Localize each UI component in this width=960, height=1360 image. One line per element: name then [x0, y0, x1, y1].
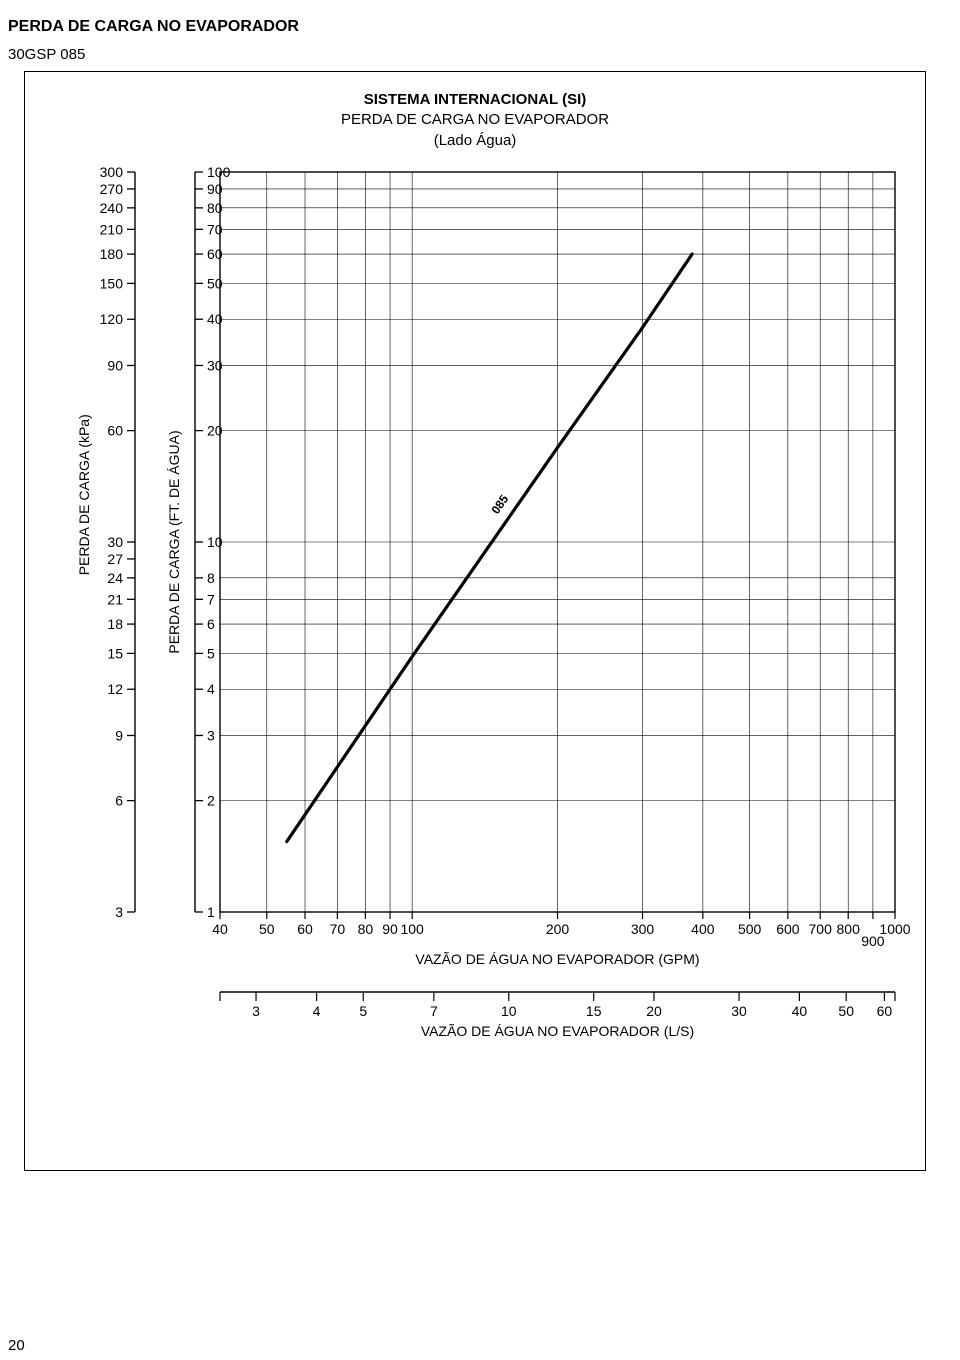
svg-text:12: 12	[107, 681, 123, 697]
svg-text:VAZÃO DE ÁGUA NO EVAPORADOR (L: VAZÃO DE ÁGUA NO EVAPORADOR (L/S)	[421, 1023, 694, 1039]
svg-text:4: 4	[207, 681, 215, 697]
chart-title-line2: PERDA DE CARGA NO EVAPORADOR	[341, 111, 609, 128]
svg-text:30: 30	[107, 534, 123, 550]
chart-title-line1: SISTEMA INTERNACIONAL (SI)	[364, 91, 587, 108]
page-number: 20	[8, 1337, 25, 1354]
svg-text:40: 40	[207, 311, 223, 327]
svg-text:4: 4	[313, 1003, 321, 1019]
svg-text:300: 300	[100, 164, 124, 180]
svg-text:270: 270	[100, 181, 124, 197]
svg-text:3: 3	[252, 1003, 260, 1019]
svg-text:90: 90	[207, 181, 223, 197]
svg-text:60: 60	[207, 246, 223, 262]
svg-text:PERDA DE CARGA (kPa): PERDA DE CARGA (kPa)	[76, 414, 92, 575]
svg-text:5: 5	[207, 645, 215, 661]
chart-title: SISTEMA INTERNACIONAL (SI) PERDA DE CARG…	[25, 90, 925, 151]
svg-text:50: 50	[259, 921, 275, 937]
svg-text:30: 30	[731, 1003, 747, 1019]
svg-text:100: 100	[207, 164, 231, 180]
svg-text:21: 21	[107, 591, 123, 607]
svg-text:9: 9	[115, 727, 123, 743]
svg-text:085: 085	[488, 492, 511, 517]
svg-text:120: 120	[100, 311, 124, 327]
svg-text:90: 90	[382, 921, 398, 937]
svg-text:700: 700	[809, 921, 833, 937]
svg-text:10: 10	[207, 534, 223, 550]
svg-text:50: 50	[838, 1003, 854, 1019]
svg-text:5: 5	[359, 1003, 367, 1019]
svg-text:40: 40	[792, 1003, 808, 1019]
svg-text:18: 18	[107, 616, 123, 632]
svg-text:60: 60	[297, 921, 313, 937]
svg-text:180: 180	[100, 246, 124, 262]
svg-text:6: 6	[207, 616, 215, 632]
svg-text:8: 8	[207, 570, 215, 586]
svg-text:60: 60	[877, 1003, 893, 1019]
svg-text:3: 3	[207, 727, 215, 743]
svg-text:70: 70	[330, 921, 346, 937]
svg-text:6: 6	[115, 793, 123, 809]
svg-text:1000: 1000	[879, 921, 910, 937]
svg-text:2: 2	[207, 793, 215, 809]
svg-text:30: 30	[207, 357, 223, 373]
svg-text:210: 210	[100, 221, 124, 237]
svg-text:3: 3	[115, 904, 123, 920]
svg-text:7: 7	[207, 591, 215, 607]
svg-text:600: 600	[776, 921, 800, 937]
svg-text:70: 70	[207, 221, 223, 237]
svg-text:60: 60	[107, 423, 123, 439]
svg-text:50: 50	[207, 275, 223, 291]
svg-text:500: 500	[738, 921, 762, 937]
chart-plot: 12345678102030405060708090100PERDA DE CA…	[25, 162, 925, 1162]
model-code: 30GSP 085	[8, 46, 932, 63]
svg-text:10: 10	[501, 1003, 517, 1019]
svg-text:200: 200	[546, 921, 570, 937]
svg-text:150: 150	[100, 275, 124, 291]
chart-svg: 12345678102030405060708090100PERDA DE CA…	[25, 162, 925, 1162]
svg-text:15: 15	[107, 645, 123, 661]
svg-text:90: 90	[107, 357, 123, 373]
svg-text:PERDA DE CARGA (FT. DE ÁGUA): PERDA DE CARGA (FT. DE ÁGUA)	[166, 430, 182, 653]
svg-text:800: 800	[837, 921, 861, 937]
page-title: PERDA DE CARGA NO EVAPORADOR	[8, 18, 932, 36]
svg-text:100: 100	[400, 921, 424, 937]
chart-frame: SISTEMA INTERNACIONAL (SI) PERDA DE CARG…	[24, 71, 926, 1171]
svg-text:1: 1	[207, 904, 215, 920]
svg-text:240: 240	[100, 200, 124, 216]
svg-text:27: 27	[107, 551, 123, 567]
svg-text:400: 400	[691, 921, 715, 937]
svg-text:80: 80	[358, 921, 374, 937]
svg-text:7: 7	[430, 1003, 438, 1019]
svg-text:24: 24	[107, 570, 123, 586]
chart-title-line3: (Lado Água)	[434, 132, 517, 149]
svg-text:20: 20	[646, 1003, 662, 1019]
svg-text:20: 20	[207, 423, 223, 439]
svg-text:40: 40	[212, 921, 228, 937]
svg-text:300: 300	[631, 921, 655, 937]
svg-text:15: 15	[586, 1003, 602, 1019]
svg-text:80: 80	[207, 200, 223, 216]
svg-text:VAZÃO DE ÁGUA NO EVAPORADOR (G: VAZÃO DE ÁGUA NO EVAPORADOR (GPM)	[415, 951, 699, 967]
